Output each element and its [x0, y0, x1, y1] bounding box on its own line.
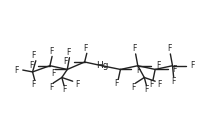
Text: F: F: [14, 66, 18, 75]
Text: F: F: [84, 44, 88, 53]
Text: F: F: [29, 61, 34, 70]
Text: F: F: [132, 45, 137, 53]
Text: F: F: [137, 66, 141, 75]
Text: F: F: [171, 77, 176, 86]
Text: F: F: [167, 45, 171, 53]
Text: F: F: [49, 47, 53, 56]
Text: F: F: [31, 51, 36, 60]
Text: F: F: [131, 83, 136, 92]
Text: F: F: [173, 65, 177, 74]
Text: F: F: [144, 85, 149, 94]
Text: F: F: [75, 80, 79, 89]
Text: F: F: [62, 85, 66, 94]
Text: F: F: [49, 83, 53, 92]
Text: F: F: [63, 57, 67, 66]
Text: F: F: [51, 69, 55, 78]
Text: F: F: [150, 80, 154, 89]
Text: F: F: [156, 61, 161, 70]
Text: Hg: Hg: [96, 61, 108, 70]
Text: F: F: [157, 80, 162, 89]
Text: F: F: [31, 80, 36, 89]
Text: F: F: [114, 79, 118, 88]
Text: F: F: [190, 61, 194, 70]
Text: F: F: [66, 48, 71, 57]
